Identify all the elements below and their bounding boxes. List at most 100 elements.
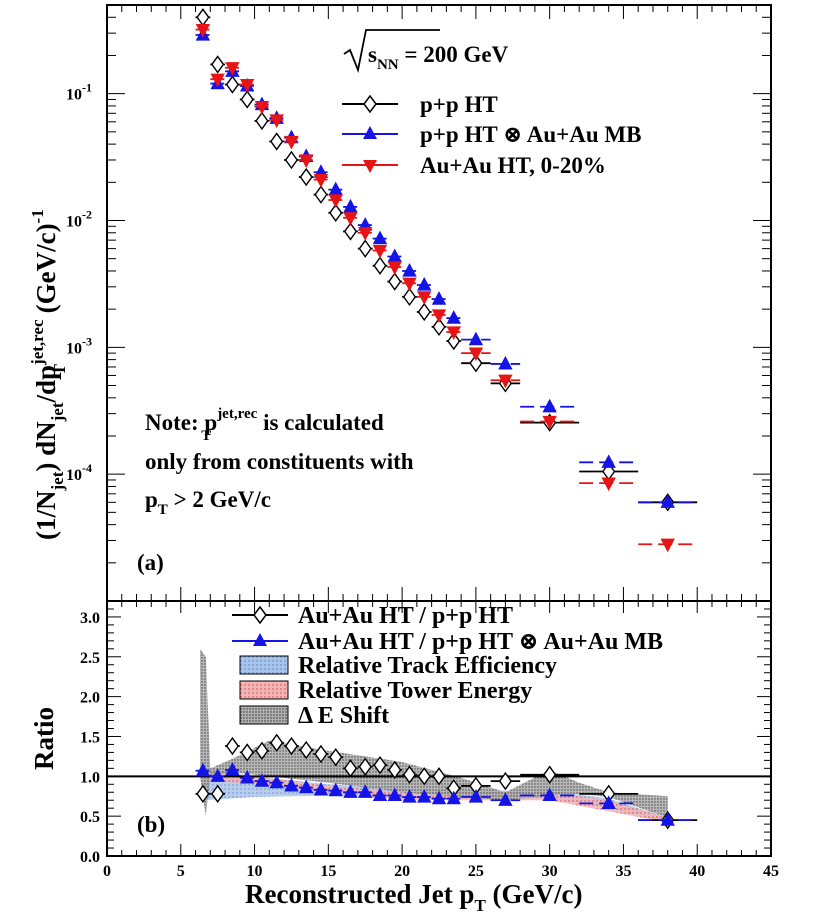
y-tick-label: 10-3 [66, 334, 92, 357]
triangle-down-marker [225, 62, 240, 76]
open-diamond-marker [402, 765, 417, 784]
panel-b-ticks [106, 600, 772, 857]
triangle-up-marker [446, 310, 461, 324]
triangle-down-marker [284, 135, 299, 150]
triangle-down-marker [542, 415, 557, 430]
systematic-band [202, 768, 668, 823]
svg-text:p+p HT: p+p HT [420, 92, 498, 117]
y-tick-label: 3.0 [80, 610, 100, 627]
energy-label: sNN = 200 GeV [343, 29, 509, 74]
triangle-up-marker [402, 262, 417, 277]
triangle-up-marker [601, 795, 616, 810]
legend-a: p+p HT p+p HT ⊗ Au+Au MB Au+Au HT, 0-20% [342, 92, 641, 178]
track-efficiency-swatch [239, 655, 289, 675]
filled-triangle-up-icon [363, 126, 377, 139]
x-tick-label: 10 [247, 863, 263, 880]
open-diamond-marker [543, 765, 557, 784]
triangle-up-marker [498, 792, 513, 806]
panel-b: 0.0 0.5 1.0 1.5 2.0 2.5 3.0 0 5 10 15 20 25 30 35 40 45… [29, 600, 779, 915]
x-tick-label: 35 [615, 863, 631, 880]
triangle-down-marker [299, 154, 314, 168]
svg-text:only from constituents with: only from constituents with [145, 449, 414, 474]
panel-a-ylabel: (1/Njet) dNjet/dpjet,recT (GeV/c)-1 [28, 209, 69, 540]
triangle-up-marker [431, 291, 447, 305]
x-tick-label: 20 [394, 863, 410, 880]
open-diamond-marker [329, 203, 343, 222]
y-tick-label: 0.5 [80, 809, 100, 826]
open-diamond-icon [253, 605, 267, 625]
triangle-down-marker [254, 101, 270, 115]
open-diamond-marker [498, 771, 513, 791]
open-diamond-marker [255, 741, 269, 761]
open-diamond-icon [363, 94, 377, 114]
triangle-up-marker [417, 789, 432, 803]
open-diamond-marker [388, 272, 402, 291]
svg-text:Note: pjet,recT is calculated: Note: pjet,rec T is calculated [145, 406, 384, 444]
panel-b-xtick-labels: 0 5 10 15 20 25 30 35 40 45 [103, 863, 779, 880]
open-diamond-marker [284, 150, 299, 170]
legend-b-entry-track: Relative Track Efficiency [239, 653, 557, 679]
open-diamond-marker [373, 256, 387, 275]
triangle-down-marker [210, 73, 225, 88]
x-tick-label: 15 [320, 863, 336, 880]
triangle-up-marker [239, 769, 255, 784]
y-tick-label: 1.0 [80, 769, 100, 786]
open-diamond-marker [211, 55, 225, 74]
y-tick-label: 2.5 [80, 650, 100, 667]
open-diamond-marker [469, 353, 483, 373]
open-diamond-marker [314, 185, 328, 204]
triangle-down-marker [358, 227, 373, 241]
svg-text:Relative Track Efficiency: Relative Track Efficiency [298, 653, 557, 679]
y-tick-label: 10-1 [66, 81, 92, 104]
triangle-up-marker [195, 762, 211, 777]
open-diamond-marker [358, 757, 372, 776]
triangle-down-marker [660, 538, 675, 553]
triangle-up-marker [358, 784, 373, 798]
panel-b-points [195, 733, 698, 830]
legend-a-entry-ppmb: p+p HT ⊗ Au+Au MB [342, 122, 641, 147]
triangle-down-marker [601, 477, 616, 492]
triangle-down-marker [328, 194, 343, 209]
triangle-up-marker [210, 768, 225, 782]
svg-text:Relative Tower Energy: Relative Tower Energy [298, 678, 532, 704]
panel-b-ylabel: Ratio [29, 707, 59, 770]
open-diamond-marker [299, 740, 313, 760]
panel-a-label: (a) [137, 550, 164, 575]
open-diamond-marker [211, 784, 225, 804]
open-diamond-marker [299, 167, 313, 187]
triangle-up-marker [468, 789, 484, 803]
open-diamond-marker [447, 331, 461, 351]
open-diamond-marker [417, 767, 431, 786]
filled-triangle-down-icon [363, 160, 377, 173]
sqrt-sign [343, 29, 440, 74]
svg-text:sNN = 200 GeV: sNN = 200 GeV [368, 42, 509, 73]
triangle-up-marker [660, 812, 675, 826]
triangle-up-marker [343, 198, 358, 213]
svg-text:Δ E Shift: Δ E Shift [298, 703, 389, 729]
open-diamond-marker [373, 755, 387, 775]
triangle-up-marker [542, 398, 557, 413]
triangle-down-marker [343, 212, 358, 226]
open-diamond-marker [402, 287, 417, 307]
x-tick-label: 5 [177, 863, 185, 880]
open-diamond-marker [417, 302, 431, 322]
svg-text:Au+Au HT / p+p HT ⊗ Au+Au MB: Au+Au HT / p+p HT ⊗ Au+Au MB [298, 629, 663, 655]
open-diamond-marker [225, 75, 240, 94]
open-diamond-marker [329, 747, 343, 767]
triangle-up-marker [498, 355, 513, 370]
triangle-up-marker [446, 790, 461, 805]
open-diamond-marker [196, 784, 210, 804]
svg-text:Au+Au HT / p+p HT: Au+Au HT / p+p HT [298, 603, 513, 629]
x-tick-label: 25 [468, 863, 484, 880]
open-diamond-marker [196, 8, 210, 27]
svg-text:pT > 2 GeV/c: pT > 2 GeV/c [145, 487, 271, 518]
open-diamond-marker [255, 111, 269, 131]
open-diamond-marker [358, 239, 372, 258]
triangle-up-marker [402, 789, 417, 803]
triangle-up-marker [431, 790, 447, 805]
triangle-down-marker [431, 309, 447, 323]
triangle-down-marker [387, 261, 402, 275]
x-tick-label: 40 [689, 863, 705, 880]
triangle-up-marker [468, 331, 484, 346]
